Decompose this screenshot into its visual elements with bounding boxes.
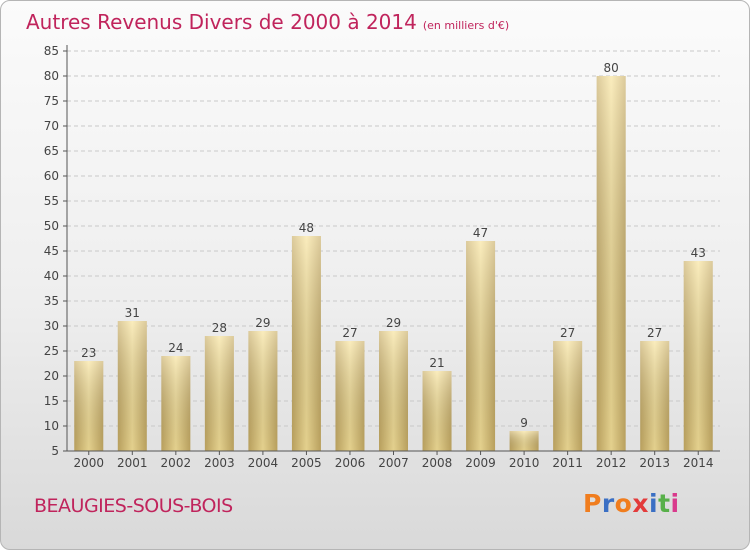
y-tick-label: 15 xyxy=(44,394,59,408)
bar-shade xyxy=(596,76,626,451)
logo-letter: r xyxy=(601,489,615,518)
x-tick-label: 2005 xyxy=(291,456,322,470)
data-label: 43 xyxy=(691,246,706,260)
y-tick-label: 35 xyxy=(44,294,59,308)
data-label: 28 xyxy=(212,321,227,335)
data-label: 29 xyxy=(386,316,401,330)
data-label: 24 xyxy=(168,341,183,355)
bar-shade xyxy=(161,356,191,451)
data-label: 21 xyxy=(429,356,444,370)
y-tick-label: 85 xyxy=(44,44,59,58)
data-label: 27 xyxy=(342,326,357,340)
y-tick-label: 70 xyxy=(44,119,59,133)
x-tick-label: 2008 xyxy=(422,456,453,470)
proxiti-logo: Proxiti xyxy=(583,489,680,518)
chart-title: Autres Revenus Divers de 2000 à 2014 (en … xyxy=(26,10,509,34)
logo-letter: P xyxy=(583,489,602,518)
x-tick-label: 2007 xyxy=(378,456,409,470)
bar-shade xyxy=(248,331,278,451)
bar-shade xyxy=(640,341,670,451)
bar-shade xyxy=(379,331,408,451)
data-label: 80 xyxy=(604,61,619,75)
data-label: 48 xyxy=(299,221,314,235)
bar-shade xyxy=(74,361,104,451)
x-tick-label: 2013 xyxy=(639,456,670,470)
y-tick-label: 10 xyxy=(44,419,59,433)
y-tick-label: 20 xyxy=(44,369,59,383)
logo-letter: i xyxy=(670,489,680,518)
data-label: 27 xyxy=(560,326,575,340)
logo-letter: o xyxy=(614,489,633,518)
y-tick-label: 40 xyxy=(44,269,59,283)
y-tick-label: 5 xyxy=(51,444,59,458)
x-tick-label: 2004 xyxy=(248,456,279,470)
x-tick-label: 2010 xyxy=(509,456,540,470)
y-tick-label: 80 xyxy=(44,69,59,83)
x-tick-label: 2009 xyxy=(465,456,496,470)
logo-letter: i xyxy=(649,489,659,518)
bar-shade xyxy=(335,341,365,451)
place-name: BEAUGIES-SOUS-BOIS xyxy=(34,495,233,517)
y-tick-label: 50 xyxy=(44,219,59,233)
x-tick-label: 2002 xyxy=(161,456,192,470)
y-tick-label: 65 xyxy=(44,144,59,158)
bar-shade xyxy=(553,341,583,451)
logo-letter: t xyxy=(658,489,671,518)
chart-subtitle: (en milliers d'€) xyxy=(422,19,510,32)
data-label: 27 xyxy=(647,326,662,340)
logo-letter: x xyxy=(632,489,649,518)
y-tick-label: 25 xyxy=(44,344,59,358)
y-tick-label: 55 xyxy=(44,194,59,208)
data-label: 31 xyxy=(125,306,140,320)
x-tick-label: 2006 xyxy=(335,456,366,470)
x-tick-label: 2014 xyxy=(683,456,714,470)
bar-shade xyxy=(291,236,321,451)
x-tick-label: 2000 xyxy=(73,456,104,470)
x-tick-label: 2011 xyxy=(552,456,583,470)
y-tick-label: 30 xyxy=(44,319,59,333)
x-tick-label: 2003 xyxy=(204,456,235,470)
data-label: 23 xyxy=(81,346,96,360)
data-label: 9 xyxy=(520,416,528,430)
x-tick-label: 2012 xyxy=(596,456,627,470)
bar-shade xyxy=(683,261,713,451)
y-tick-label: 60 xyxy=(44,169,59,183)
bar-shade xyxy=(422,371,452,451)
y-tick-label: 75 xyxy=(44,94,59,108)
title-text: Autres Revenus Divers de 2000 à 2014 xyxy=(26,10,417,34)
bar-shade xyxy=(117,321,147,451)
x-tick-label: 2001 xyxy=(117,456,148,470)
bar-shade xyxy=(466,241,496,451)
bar-shade xyxy=(204,336,234,451)
bar-shade xyxy=(509,431,539,451)
data-label: 47 xyxy=(473,226,488,240)
y-tick-label: 45 xyxy=(44,244,59,258)
data-label: 29 xyxy=(255,316,270,330)
